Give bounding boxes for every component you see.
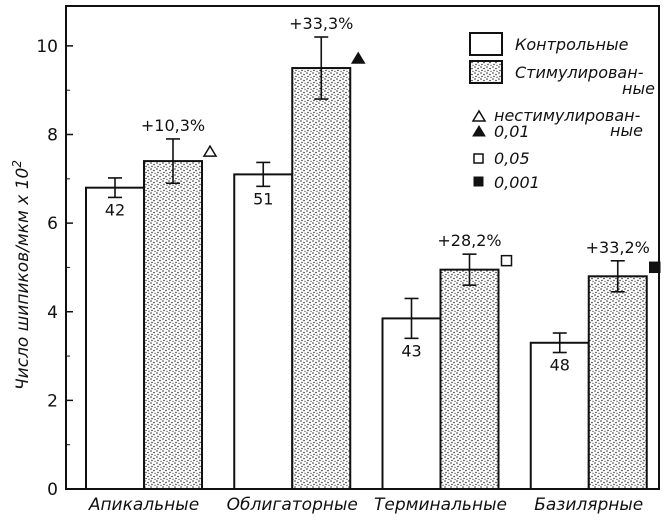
y-axis: 0 2 4 6 8 10 xyxy=(36,37,73,500)
bar-stimulated-2 xyxy=(292,68,350,489)
y-axis-label-main: Число шипиков/мкм x 10 xyxy=(13,168,33,390)
bar-stimulated-3 xyxy=(441,270,499,489)
chart-svg: 0 2 4 6 8 10 42 +10,3% 51 +33,3% 43 +28,2% 48 +33,2%… xyxy=(0,0,667,522)
bar-stimulated-4 xyxy=(589,276,647,489)
y-tick-label-2: 2 xyxy=(47,391,58,411)
bars-layer xyxy=(86,37,647,489)
y-tick-label-10: 10 xyxy=(36,37,58,57)
percent-label-4: +33,2% xyxy=(586,238,650,257)
open-square-marker-3-icon xyxy=(502,256,512,266)
count-label-1: 42 xyxy=(105,200,125,219)
legend-label-filled-square: 0,001 xyxy=(494,173,540,192)
legend-label-open-square: 0,05 xyxy=(494,149,530,168)
y-tick-label-4: 4 xyxy=(47,303,58,323)
legend-label-open-triangle-line2: ные xyxy=(610,121,643,140)
legend-swatch-control xyxy=(470,33,502,55)
legend-filled-triangle-icon xyxy=(473,126,485,136)
y-axis-label: Число шипиков/мкм x 102 xyxy=(10,160,33,390)
legend-swatch-stimulated xyxy=(470,61,502,83)
y-tick-label-8: 8 xyxy=(47,126,58,146)
legend-label-control: Контрольные xyxy=(515,35,629,54)
filled-square-marker-4-icon xyxy=(650,262,660,272)
y-tick-label-0: 0 xyxy=(47,480,58,500)
count-label-2: 51 xyxy=(253,189,273,208)
legend-open-square-icon xyxy=(474,154,483,163)
count-label-4: 48 xyxy=(550,356,570,375)
legend-label-stimulated-line2: ные xyxy=(622,79,655,98)
legend: Контрольные Стимулирован- ные нестимулир… xyxy=(470,33,655,192)
legend-filled-square-icon xyxy=(474,177,483,186)
bar-control-2 xyxy=(234,174,292,489)
legend-label-filled-triangle: 0,01 xyxy=(494,122,530,141)
y-tick-label-6: 6 xyxy=(47,214,58,234)
filled-triangle-marker-2-icon xyxy=(352,53,364,63)
percent-label-1: +10,3% xyxy=(141,116,205,135)
percent-label-2: +33,3% xyxy=(289,14,353,33)
x-axis-labels: Апикальные Облигаторные Терминальные Базиля… xyxy=(88,495,643,515)
chart: 0 2 4 6 8 10 42 +10,3% 51 +33,3% 43 +28,2% 48 +33,2%… xyxy=(0,0,667,522)
category-label-4: Базилярные xyxy=(534,495,643,515)
category-label-1: Апикальные xyxy=(88,495,199,515)
open-triangle-marker-1-icon xyxy=(204,146,216,156)
legend-open-triangle-icon xyxy=(473,111,485,121)
y-axis-label-exponent: 2 xyxy=(10,160,24,168)
category-label-2: Облигаторные xyxy=(227,495,358,515)
category-label-3: Терминальные xyxy=(374,495,507,515)
bar-control-1 xyxy=(86,188,144,489)
percent-label-3: +28,2% xyxy=(437,231,501,250)
bar-stimulated-1 xyxy=(144,161,202,489)
count-label-3: 43 xyxy=(401,341,421,360)
